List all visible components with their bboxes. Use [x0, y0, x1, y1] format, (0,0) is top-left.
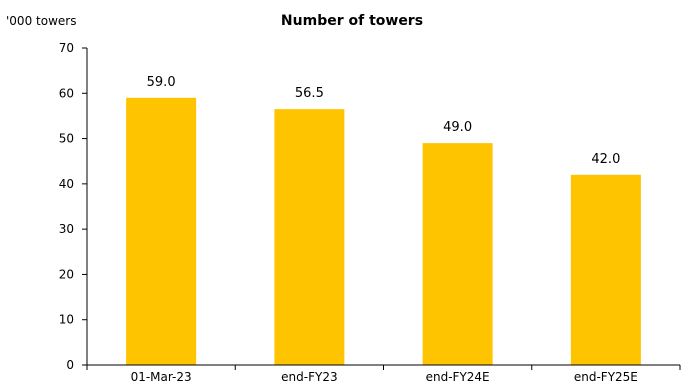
x-tick-label-3: end-FY24E [426, 370, 490, 384]
x-tick-label-2: end-FY23 [281, 370, 337, 384]
y-tick-label: 70 [59, 41, 74, 55]
chart-title: Number of towers [281, 13, 423, 29]
data-labels: 59.0 56.5 49.0 42.0 [147, 75, 621, 167]
y-tick-label: 50 [59, 132, 74, 146]
y-tick-marks [82, 47, 87, 366]
x-tick-label-1: 01-Mar-23 [131, 370, 192, 384]
y-axis-unit-label: '000 towers [6, 14, 76, 28]
y-tick-label: 20 [59, 267, 74, 281]
data-label-2: 56.5 [295, 86, 324, 101]
data-label-4: 42.0 [591, 152, 620, 167]
bar-2 [274, 109, 345, 365]
bar-4 [570, 174, 641, 365]
bar-1 [126, 97, 197, 366]
x-tick-marks [86, 365, 681, 370]
y-tick-label: 30 [59, 222, 74, 236]
y-tick-label: 40 [59, 177, 74, 191]
bar-3 [422, 143, 493, 365]
x-tick-label-4: end-FY25E [574, 370, 638, 384]
y-tick-labels: 0 10 20 30 40 50 60 70 [59, 41, 74, 372]
bars-group [126, 97, 641, 366]
data-label-3: 49.0 [443, 120, 472, 135]
x-tick-labels: 01-Mar-23 end-FY23 end-FY24E end-FY25E [131, 370, 638, 384]
y-tick-label: 10 [59, 313, 74, 327]
data-label-1: 59.0 [147, 75, 176, 90]
y-tick-label: 60 [59, 86, 74, 100]
y-tick-label: 0 [66, 358, 74, 372]
